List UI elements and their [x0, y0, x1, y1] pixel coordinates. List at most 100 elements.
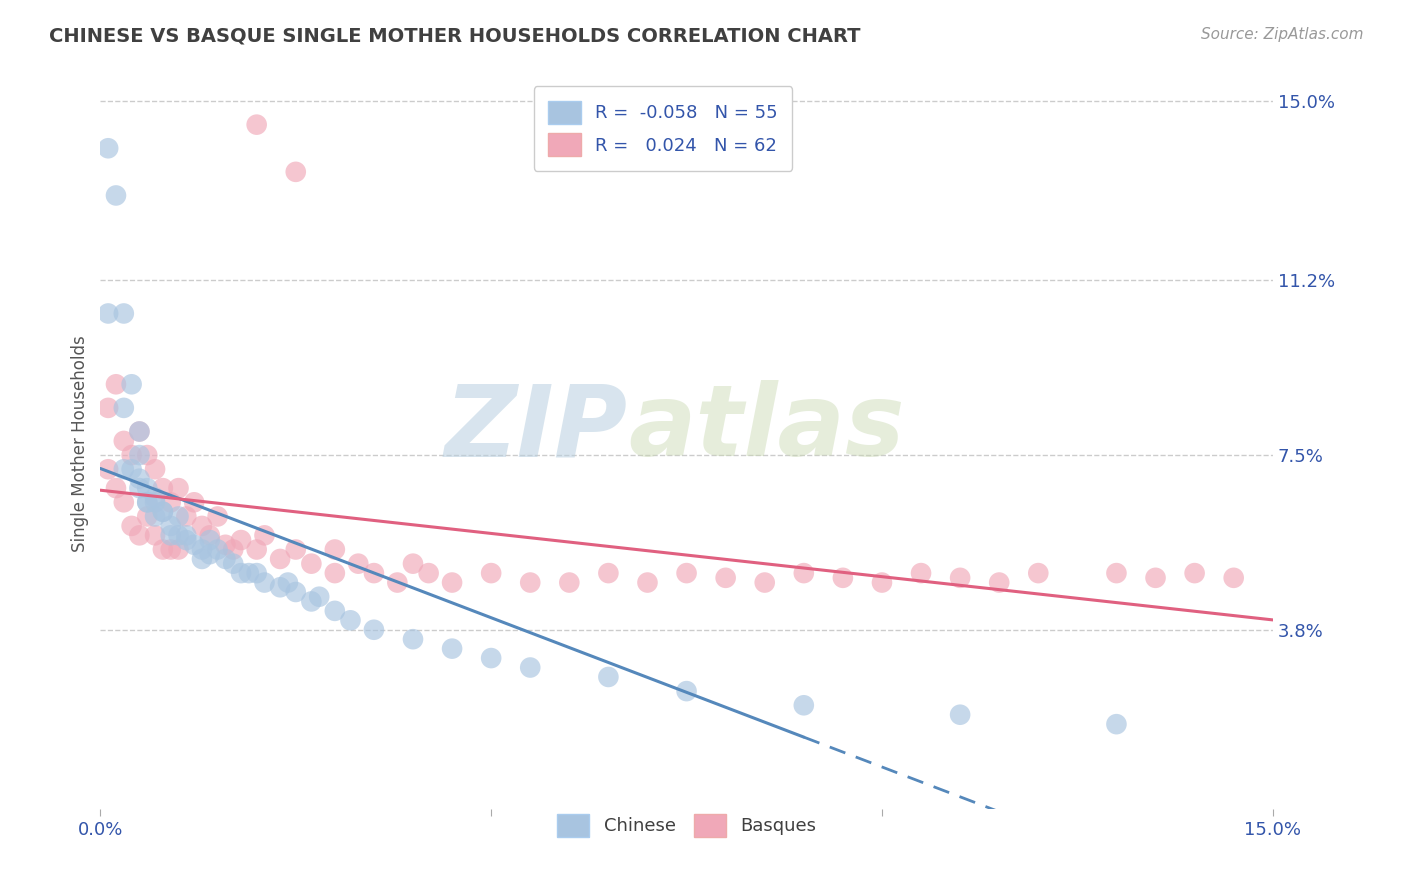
- Point: [121, 448, 143, 462]
- Point: [128, 528, 150, 542]
- Point: [418, 566, 440, 580]
- Point: [143, 528, 166, 542]
- Point: [441, 641, 464, 656]
- Point: [128, 481, 150, 495]
- Point: [152, 542, 174, 557]
- Legend: Chinese, Basques: Chinese, Basques: [550, 806, 824, 844]
- Point: [910, 566, 932, 580]
- Point: [558, 575, 581, 590]
- Point: [167, 542, 190, 557]
- Point: [479, 566, 502, 580]
- Point: [1105, 566, 1128, 580]
- Point: [136, 509, 159, 524]
- Point: [246, 542, 269, 557]
- Point: [598, 566, 620, 580]
- Point: [308, 590, 330, 604]
- Point: [1184, 566, 1206, 580]
- Point: [214, 538, 236, 552]
- Point: [598, 670, 620, 684]
- Point: [269, 580, 291, 594]
- Point: [323, 542, 346, 557]
- Point: [136, 481, 159, 495]
- Point: [112, 306, 135, 320]
- Point: [159, 528, 181, 542]
- Point: [387, 575, 409, 590]
- Point: [441, 575, 464, 590]
- Point: [152, 505, 174, 519]
- Point: [323, 566, 346, 580]
- Point: [176, 528, 198, 542]
- Text: atlas: atlas: [628, 380, 904, 477]
- Point: [363, 623, 385, 637]
- Point: [363, 566, 385, 580]
- Point: [229, 566, 252, 580]
- Y-axis label: Single Mother Households: Single Mother Households: [72, 334, 89, 551]
- Point: [754, 575, 776, 590]
- Point: [269, 552, 291, 566]
- Point: [176, 509, 198, 524]
- Point: [793, 566, 815, 580]
- Point: [949, 707, 972, 722]
- Point: [152, 505, 174, 519]
- Point: [793, 698, 815, 713]
- Point: [675, 684, 697, 698]
- Point: [112, 401, 135, 415]
- Point: [238, 566, 260, 580]
- Point: [143, 491, 166, 505]
- Point: [128, 472, 150, 486]
- Point: [714, 571, 737, 585]
- Text: ZIP: ZIP: [444, 380, 628, 477]
- Point: [402, 632, 425, 647]
- Point: [167, 509, 190, 524]
- Point: [637, 575, 659, 590]
- Point: [870, 575, 893, 590]
- Point: [246, 118, 269, 132]
- Point: [97, 141, 120, 155]
- Point: [112, 462, 135, 476]
- Point: [183, 538, 205, 552]
- Text: Source: ZipAtlas.com: Source: ZipAtlas.com: [1201, 27, 1364, 42]
- Point: [1144, 571, 1167, 585]
- Point: [519, 575, 541, 590]
- Point: [159, 542, 181, 557]
- Point: [104, 481, 127, 495]
- Point: [519, 660, 541, 674]
- Point: [104, 188, 127, 202]
- Point: [191, 552, 214, 566]
- Point: [299, 557, 322, 571]
- Point: [159, 495, 181, 509]
- Point: [198, 528, 221, 542]
- Point: [136, 495, 159, 509]
- Point: [323, 604, 346, 618]
- Point: [1026, 566, 1049, 580]
- Point: [183, 495, 205, 509]
- Point: [299, 594, 322, 608]
- Point: [136, 448, 159, 462]
- Point: [143, 462, 166, 476]
- Point: [128, 425, 150, 439]
- Point: [831, 571, 853, 585]
- Point: [949, 571, 972, 585]
- Point: [284, 165, 307, 179]
- Point: [284, 542, 307, 557]
- Point: [988, 575, 1011, 590]
- Point: [143, 495, 166, 509]
- Point: [191, 542, 214, 557]
- Point: [207, 509, 229, 524]
- Point: [277, 575, 299, 590]
- Point: [229, 533, 252, 547]
- Point: [97, 306, 120, 320]
- Point: [214, 552, 236, 566]
- Point: [222, 557, 245, 571]
- Point: [198, 547, 221, 561]
- Point: [339, 613, 361, 627]
- Point: [207, 542, 229, 557]
- Point: [198, 533, 221, 547]
- Point: [112, 434, 135, 448]
- Text: CHINESE VS BASQUE SINGLE MOTHER HOUSEHOLDS CORRELATION CHART: CHINESE VS BASQUE SINGLE MOTHER HOUSEHOL…: [49, 27, 860, 45]
- Point: [152, 481, 174, 495]
- Point: [128, 425, 150, 439]
- Point: [1222, 571, 1244, 585]
- Point: [136, 495, 159, 509]
- Point: [97, 401, 120, 415]
